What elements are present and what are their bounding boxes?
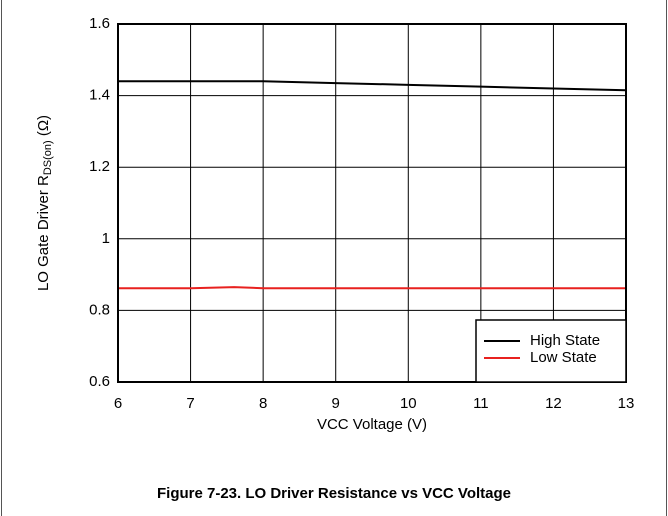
y-label-subscript: DS(on) (42, 140, 54, 175)
y-tick-label: 1.6 (89, 15, 110, 32)
series-line (118, 80, 627, 92)
y-tick-label: 1 (102, 230, 110, 247)
series-line (118, 286, 626, 290)
x-tick-label: 13 (618, 395, 635, 412)
y-tick-label: 1.2 (89, 158, 110, 175)
x-tick-label: 10 (400, 395, 417, 412)
legend-label: High State (530, 332, 600, 349)
x-tick-label: 9 (332, 395, 340, 412)
plot-border (117, 23, 627, 383)
y-tick-label: 0.6 (89, 373, 110, 390)
caption: Figure 7-23. LO Driver Resistance vs VCC… (157, 485, 511, 502)
x-tick-label: 8 (259, 395, 267, 412)
legend-box (475, 319, 627, 383)
y-label-main: LO Gate Driver R (35, 175, 52, 291)
x-tick-label: 11 (473, 395, 489, 412)
legend-label: Low State (530, 349, 597, 366)
y-label-unit: (Ω) (35, 115, 52, 140)
y-tick-label: 1.4 (89, 87, 110, 104)
y-axis-label: LO Gate Driver RDS(on) (Ω) (35, 115, 54, 291)
x-tick-label: 6 (114, 395, 122, 412)
x-axis-label: VCC Voltage (V) (317, 416, 427, 433)
y-tick-label: 0.8 (89, 301, 110, 318)
x-tick-label: 7 (186, 395, 194, 412)
x-tick-label: 12 (545, 395, 562, 412)
